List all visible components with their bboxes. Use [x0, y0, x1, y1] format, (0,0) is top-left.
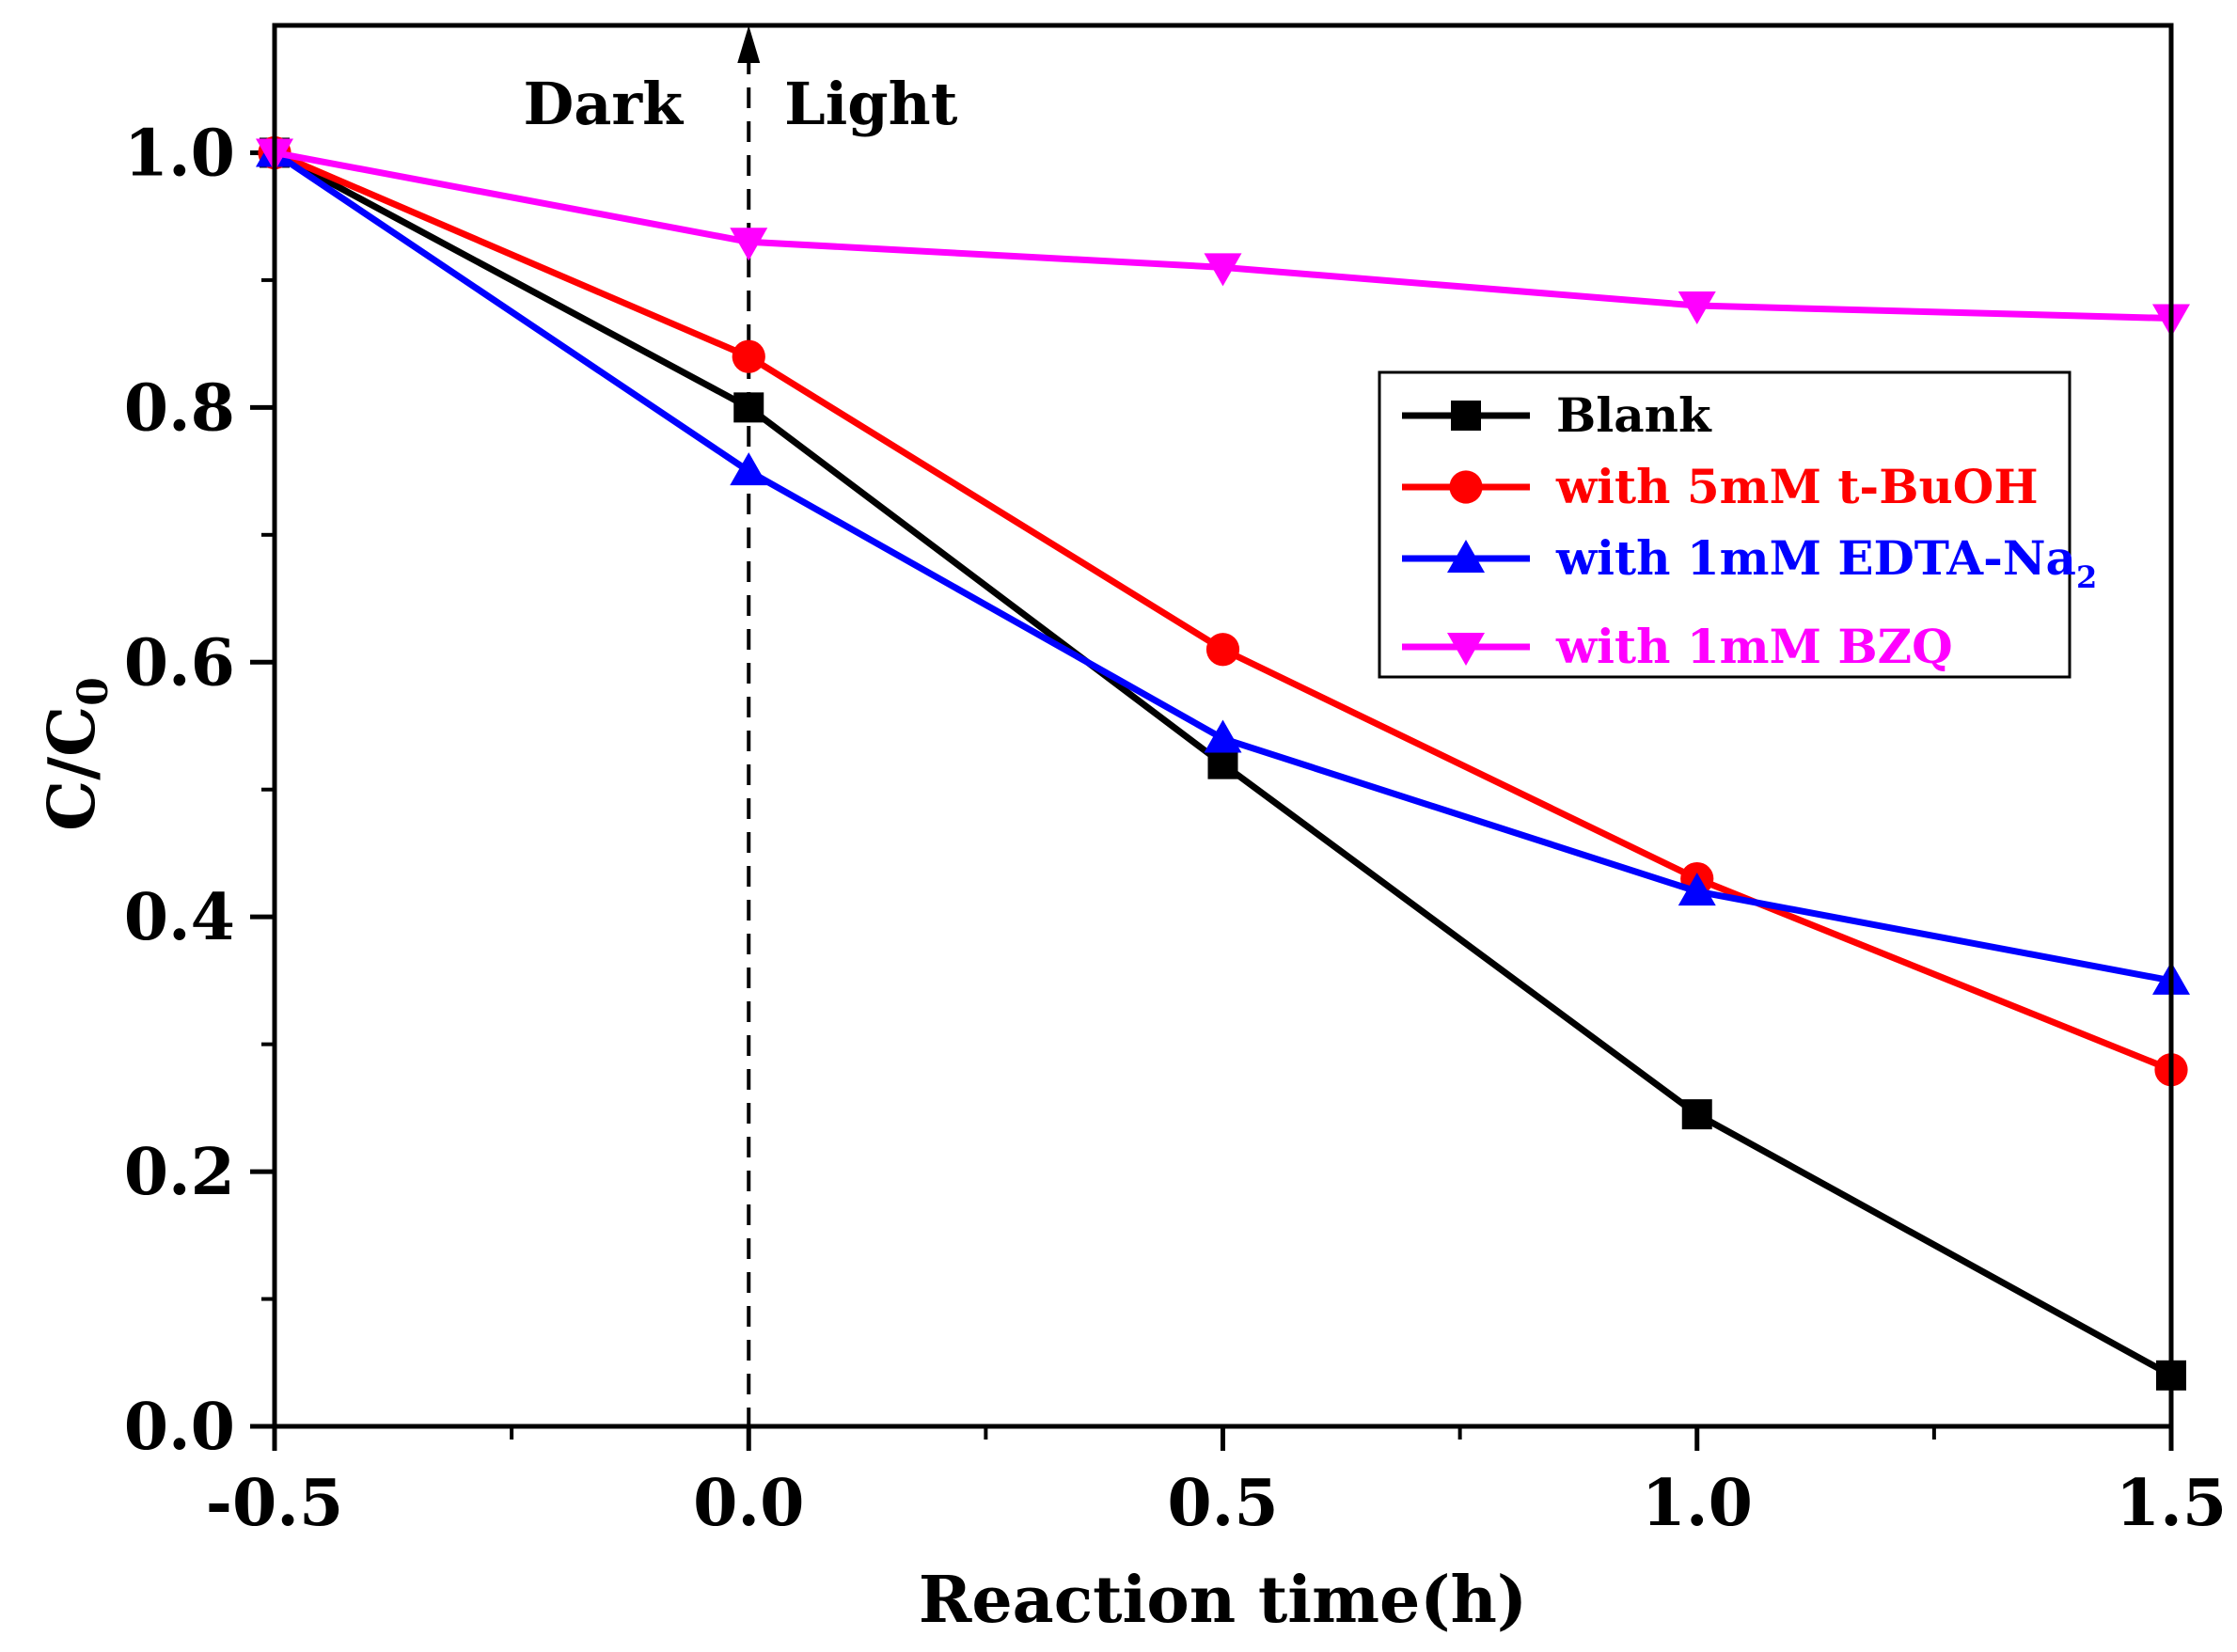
data-point — [1204, 719, 1242, 753]
legend-swatch-marker — [1449, 470, 1483, 504]
x-tick-label: 0.0 — [693, 1466, 804, 1541]
legend-swatch-marker — [1447, 633, 1485, 666]
legend-item: with 5mM t-BuOH — [1402, 459, 2039, 514]
x-tick-label: 0.5 — [1167, 1466, 1278, 1541]
data-point — [1681, 1099, 1712, 1130]
legend-swatch-marker — [1447, 540, 1485, 573]
data-point — [1204, 253, 1242, 287]
series-layer — [256, 134, 2190, 1391]
x-tick-label: 1.5 — [2116, 1466, 2227, 1541]
legend-label-main: with 1mM BZQ — [1555, 619, 1953, 674]
data-point — [1207, 748, 1238, 779]
y-tick-label: 0.4 — [124, 880, 235, 955]
data-point — [730, 228, 768, 261]
y-tick-label: 0.2 — [124, 1135, 235, 1210]
y-tick-label: 0.0 — [124, 1390, 235, 1465]
plot-frame — [272, 23, 2174, 1429]
legend-item: with 1mM BZQ — [1402, 619, 1953, 674]
x-axis-title: Reaction time(h) — [919, 1563, 1527, 1638]
legend-swatch-marker — [1451, 401, 1481, 431]
ticks-layer: -0.5 0.0 0.5 1.0 1.50.00.20.40.60.81.0 — [124, 116, 2227, 1541]
legend-label-main: Blank — [1556, 387, 1712, 443]
legend-label-main: with 5mM t-BuOH — [1555, 459, 2039, 514]
y-tick-label: 0.6 — [124, 625, 235, 700]
data-point — [732, 339, 765, 373]
legend-label: with 5mM t-BuOH — [1555, 459, 2039, 514]
legend-item: with 1mM EDTA-Na2 — [1402, 530, 2097, 595]
legend-label-main: with 1mM EDTA-Na — [1555, 530, 2076, 586]
legend-label: Blank — [1556, 387, 1712, 443]
data-point — [730, 452, 768, 486]
legend-box — [1378, 370, 2072, 679]
legend-label: with 1mM BZQ — [1555, 619, 1953, 674]
legend-label: with 1mM EDTA-Na2 — [1555, 530, 2097, 595]
y-tick-label: 0.8 — [124, 370, 235, 446]
data-point — [1678, 291, 1716, 324]
series-1 — [260, 137, 2186, 1391]
annotation-layer: Dark Light — [523, 25, 958, 1426]
y-axis-title: C/C0 — [35, 677, 118, 831]
series-line — [274, 149, 2172, 323]
y-axis-title-main: C/C — [35, 706, 110, 831]
legend-item: Blank — [1402, 387, 1712, 443]
x-tick-label: -0.5 — [206, 1466, 344, 1541]
legend-label-subscript: 2 — [2076, 559, 2097, 595]
y-axis-title-subscript: 0 — [70, 677, 118, 706]
divider-arrow-icon — [737, 25, 761, 63]
data-point — [733, 392, 764, 423]
data-point — [1205, 633, 1240, 667]
axis-titles: Reaction time(h) C/C0 — [35, 677, 1527, 1638]
x-tick-label: 1.0 — [1642, 1466, 1753, 1541]
dark-region-label: Dark — [523, 70, 685, 138]
series-4 — [256, 138, 2190, 338]
y-tick-label: 1.0 — [124, 116, 235, 191]
light-region-label: Light — [784, 70, 958, 138]
data-point — [1678, 873, 1716, 906]
